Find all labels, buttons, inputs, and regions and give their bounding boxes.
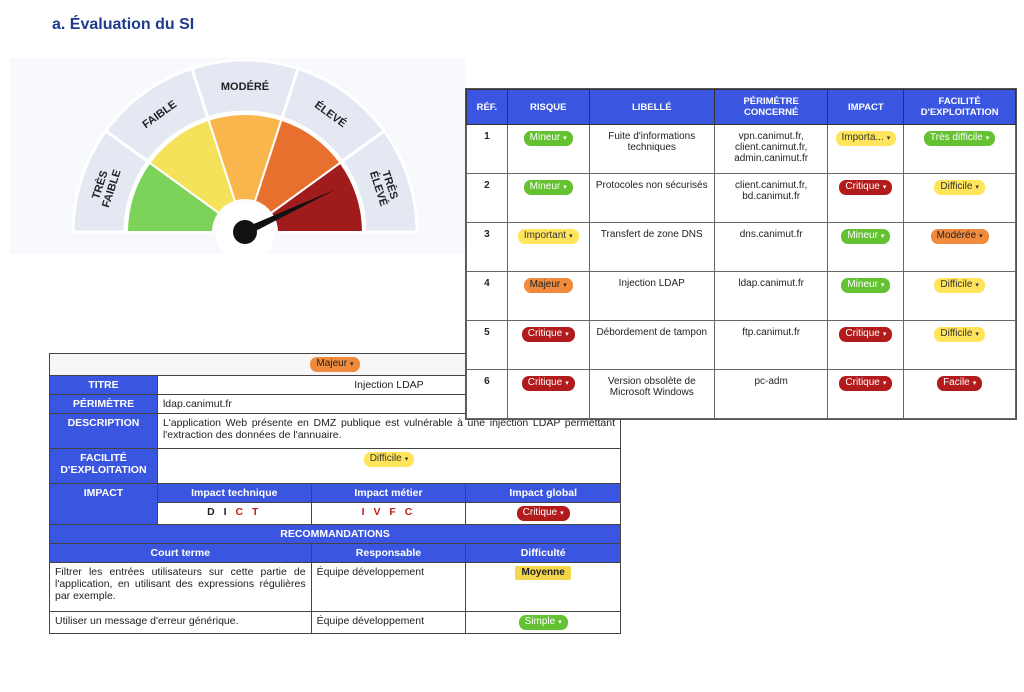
impact-badge[interactable]: Importa... ▾ (835, 131, 897, 146)
gauge-pivot (233, 220, 257, 244)
reco-text: Filtrer les entrées utilisateurs sur cet… (49, 562, 312, 612)
ivfc-value: I V F C (361, 506, 416, 518)
facilite-badge[interactable]: Difficile ▾ (934, 180, 985, 195)
gauge-band (103, 66, 210, 164)
impact-global-header: Impact global (465, 483, 621, 503)
risque-badge[interactable]: Critique ▾ (521, 376, 575, 391)
risque-badge[interactable]: Majeur ▾ (523, 278, 573, 293)
risk-perimetre: vpn.canimut.fr, client.canimut.fr, admin… (713, 124, 829, 174)
risk-perimetre: dns.canimut.fr (713, 222, 829, 272)
risk-libelle: Injection LDAP (588, 271, 715, 321)
reco-responsable: Équipe développement (310, 562, 467, 612)
gauge-band (189, 58, 301, 120)
impact-global-badge[interactable]: Critique ▾ (516, 506, 570, 521)
risk-row: 3 Important ▾ Transfert de zone DNS dns.cani… (466, 222, 1016, 272)
impact-badge[interactable]: Critique ▾ (839, 327, 893, 342)
gauge-segment-modere (207, 113, 283, 203)
impact-badge[interactable]: Mineur ▾ (841, 278, 891, 293)
risk-libelle: Protocoles non sécurisés (588, 173, 715, 223)
risk-perimetre: ldap.canimut.fr (713, 271, 829, 321)
description-value: L'application Web présente en DMZ publiq… (156, 413, 622, 449)
risk-libelle: Débordement de tampon (588, 320, 715, 370)
titre-label: TITRE (49, 375, 158, 395)
gauge-segment-faible (148, 118, 237, 215)
risk-perimetre: client.canimut.fr, bd.canimut.fr (713, 173, 829, 223)
impact-technique-header: Impact technique (156, 483, 312, 503)
risk-row: 6 Critique ▾ Version obsolète de Microsoft … (466, 369, 1016, 419)
risk-ref: 4 (466, 271, 508, 321)
risk-ref: 1 (466, 124, 508, 174)
reco-difficulty-badge: Moyenne (515, 566, 571, 580)
detail-level-badge[interactable]: Majeur ▾ (310, 357, 360, 372)
dict-value: D I C T (207, 506, 262, 518)
impact-metier-header: Impact métier (310, 483, 467, 503)
gauge-needle (243, 189, 336, 236)
risk-libelle: Transfert de zone DNS (588, 222, 715, 272)
risque-badge[interactable]: Mineur ▾ (523, 131, 573, 146)
description-label: DESCRIPTION (49, 413, 158, 449)
risk-ref: 5 (466, 320, 508, 370)
recommandations-header: RECOMMANDATIONS (49, 524, 621, 544)
risk-table: RÉF. RISQUE LIBELLÉ PÉRIMÈTRE CONCERNÉ I… (466, 89, 1016, 419)
risk-libelle: Fuite d'informations techniques (588, 124, 715, 174)
risque-badge[interactable]: Critique ▾ (521, 327, 575, 342)
gauge-band (71, 128, 151, 234)
risk-ref: 3 (466, 222, 508, 272)
col-risque: RISQUE (506, 89, 590, 125)
impact-badge[interactable]: Critique ▾ (839, 376, 893, 391)
court-terme-header: Court terme (49, 543, 312, 563)
risk-ref: 6 (466, 369, 508, 419)
facilite-badge[interactable]: Très difficile ▾ (924, 131, 996, 146)
col-impact: IMPACT (827, 89, 905, 125)
impact-badge[interactable]: Critique ▾ (839, 180, 893, 195)
page-title: a. Évaluation du SI (52, 16, 195, 33)
gauge-segment-eleve (253, 118, 342, 215)
perimetre-label: PÉRIMÈTRE (49, 394, 158, 414)
impact-badge[interactable]: Mineur ▾ (841, 229, 891, 244)
risk-perimetre: ftp.canimut.fr (713, 320, 829, 370)
col-ref: RÉF. (466, 89, 508, 125)
risk-ref: 2 (466, 173, 508, 223)
gauge-band (280, 66, 387, 164)
facilite-label: FACILITÉ D'EXPLOITATION (49, 448, 158, 484)
facilite-badge[interactable]: Difficile ▾ (934, 278, 985, 293)
gauge-segment-tres-faible (125, 161, 221, 233)
risk-row: 5 Critique ▾ Débordement de tampon ftp.canim… (466, 320, 1016, 370)
risk-row: 1 Mineur ▾ Fuite d'informations techniques v… (466, 124, 1016, 174)
col-facilite: FACILITÉ D'EXPLOITATION (903, 89, 1016, 125)
risk-row: 2 Mineur ▾ Protocoles non sécurisés client.c… (466, 173, 1016, 223)
reco-text: Utiliser un message d'erreur générique. (49, 611, 312, 634)
facilite-badge[interactable]: Modérée ▾ (930, 229, 989, 244)
risk-perimetre: pc-adm (713, 369, 829, 419)
gauge-band (339, 128, 419, 234)
facilite-badge[interactable]: Difficile ▾ (363, 452, 415, 467)
risque-badge[interactable]: Important ▾ (517, 229, 579, 244)
facilite-badge[interactable]: Difficile ▾ (934, 327, 985, 342)
difficulte-header: Difficulté (465, 543, 621, 563)
responsable-header: Responsable (310, 543, 467, 563)
impact-label: IMPACT (49, 483, 158, 525)
risk-row: 4 Majeur ▾ Injection LDAP ldap.canimut.fr Min… (466, 271, 1016, 321)
reco-difficulty-badge[interactable]: Simple ▾ (518, 615, 568, 630)
risk-libelle: Version obsolète de Microsoft Windows (588, 369, 715, 419)
reco-responsable: Équipe développement (310, 611, 467, 634)
gauge-label: MODÉRÉ (221, 80, 269, 93)
col-libelle: LIBELLÉ (588, 89, 715, 125)
facilite-badge[interactable]: Facile ▾ (937, 376, 983, 391)
col-perimetre: PÉRIMÈTRE CONCERNÉ (713, 89, 829, 125)
risque-badge[interactable]: Mineur ▾ (523, 180, 573, 195)
